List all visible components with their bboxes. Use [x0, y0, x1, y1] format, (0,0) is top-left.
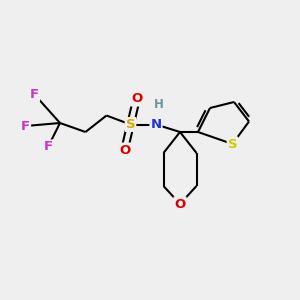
Text: O: O: [131, 92, 142, 106]
Text: S: S: [126, 118, 135, 131]
Text: F: F: [21, 119, 30, 133]
Text: N: N: [150, 118, 162, 131]
Text: O: O: [119, 143, 130, 157]
Text: S: S: [228, 137, 237, 151]
Text: F: F: [44, 140, 52, 154]
Text: F: F: [30, 88, 39, 101]
Text: H: H: [154, 98, 164, 112]
Text: O: O: [174, 197, 186, 211]
